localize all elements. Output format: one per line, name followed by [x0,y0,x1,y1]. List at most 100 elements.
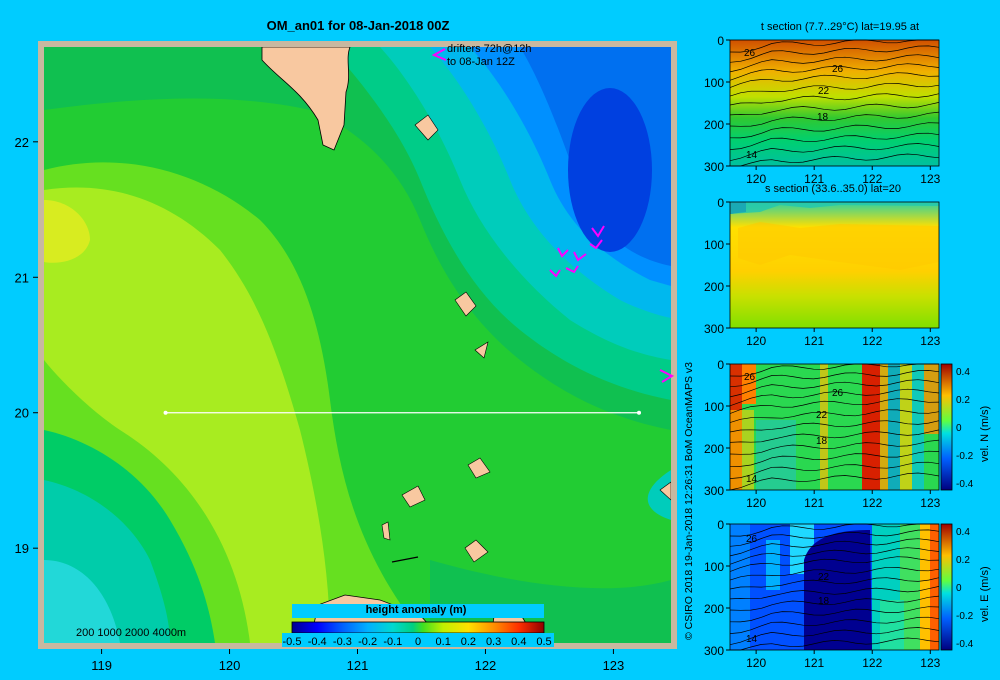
east-velocity-colorbar-label: vel. E (m/s) [979,566,991,622]
section-panel-tick-labels: 120 121 122 123 0 100 200 300 120 121 122 123 0 100 20… [704,34,974,670]
panel-y-tick-label: 300 [704,322,724,336]
velocity-colorbar-tick-label: 0.4 [956,367,970,378]
island [467,457,491,479]
panel-x-tick-label: 120 [746,334,766,348]
colorbar-title-backdrop [292,604,544,618]
contour-label-18: 18 [817,112,829,123]
contour-label-14: 14 [746,474,758,485]
latitude-tick-labels: 22 21 20 19 [15,135,38,556]
contour-label-22: 22 [818,572,830,583]
velocity-colorbar-tick-label: 0.2 [956,395,970,406]
lon-tick-label: 120 [219,658,241,673]
lat-tick-label: 20 [15,406,29,421]
isotherm-contour [729,529,940,547]
colorbar-tick-labels: -0.5 -0.4 -0.3 -0.2 -0.1 0 0.1 0.2 0.3 0.4 0.5 [283,636,552,648]
lat-tick-label: 19 [15,541,29,556]
lat-tick-label: 22 [15,135,29,150]
isotherm-contour [729,472,940,491]
depth-key: 200 1000 2000 4000m [76,627,186,639]
isotherm-contour [729,72,940,88]
isotherm-contour [729,595,940,611]
lon-tick-label: 121 [347,658,369,673]
longitude-tick-labels: 119 120 121 122 123 [91,649,624,673]
panel-x-tick-label: 120 [746,656,766,670]
colorbar-tick-label: 0.3 [486,636,501,648]
colorbar-tick-label: 0 [415,636,421,648]
isotherm-contour [729,547,940,565]
isotherm-contour [729,409,940,423]
isotherm-contour [729,45,940,63]
drifter-note-line1: drifters 72h@12h [447,43,532,55]
panel-x-tick-label: 122 [862,334,882,348]
island [464,539,489,563]
isotherm-contour [729,54,940,73]
contour-label-14: 14 [746,150,758,161]
east-velocity-section-panel: 26 22 18 14 [729,523,940,651]
north-velocity-colorbar-label: vel. N (m/s) [979,406,991,462]
taiwan-land [261,47,351,151]
isotherm-contour [729,39,939,53]
isotherm-contour [729,122,940,139]
salinity-section-panel: s section (33.6..35.0) lat=20 [729,183,940,329]
map-title: OM_an01 for 08-Jan-2018 00Z [267,18,450,33]
isotherm-contour [729,111,940,127]
colorbar-ticks-backdrop [282,633,554,647]
drifter-track [591,225,605,238]
temperature-section-panel: t section (7.7..29°C) lat=19.95 at 26 26… [729,21,940,167]
panel-x-tick-label: 121 [804,334,824,348]
panel-y-tick-label: 0 [717,196,724,210]
isotherm-contour [729,606,940,623]
panel-y-tick-label: 0 [717,34,724,48]
contour-label-18: 18 [818,596,830,607]
panel-x-tick-label: 123 [920,496,940,510]
panel-y-tick-label: 200 [704,118,724,132]
isotherm-contour [729,439,940,455]
isotherm-contour [729,429,940,443]
drifter-tracks [431,48,675,383]
contour-label-26: 26 [832,388,844,399]
contour-label-26: 26 [746,534,758,545]
island [414,114,439,141]
isotherm-contour [729,566,940,581]
temperature-section-title: t section (7.7..29°C) lat=19.95 at [761,21,919,33]
panel-x-tick-label: 121 [804,172,824,186]
colorbar-tick-label: -0.1 [383,636,402,648]
isotherm-contour [729,363,939,377]
velocity-colorbar-tick-label: 0 [956,583,962,594]
drifter-track [573,251,587,262]
panel-y-tick-label: 200 [704,602,724,616]
panel-y-tick-label: 0 [717,358,724,372]
isotherm-contour [729,370,940,388]
panel-x-tick-label: 120 [746,496,766,510]
isotherm-contour [729,538,940,557]
panel-x-tick-label: 122 [862,172,882,186]
velocity-colorbar-tick-label: -0.4 [956,639,974,650]
lon-tick-label: 122 [475,658,497,673]
contour-label-26: 26 [832,64,844,75]
isotherm-contour [729,461,940,479]
lon-tick-label: 123 [603,658,625,673]
isotherm-contour [729,102,940,116]
east-velocity-colorbar [940,523,953,651]
panel-y-tick-label: 300 [704,160,724,174]
drifter-track [659,369,675,383]
drifter-track [565,265,579,274]
velocity-colorbar-tick-label: -0.4 [956,479,974,490]
panel-y-tick-label: 100 [704,560,724,574]
isotherm-contour [729,450,940,467]
contour-label-22: 22 [816,410,828,421]
section-endpoint [163,410,168,415]
isotherm-contour [729,577,940,590]
isotherm-contour [729,420,940,433]
panel-x-tick-label: 123 [920,334,940,348]
isotherm-contour [729,143,940,162]
drifter-track [557,247,569,258]
isotherm-contour [729,523,939,537]
panel-y-tick-label: 200 [704,442,724,456]
isotherm-contour [729,388,940,407]
panel-x-tick-label: 123 [920,172,940,186]
contour-label-22: 22 [818,86,830,97]
section-endpoint [637,410,642,415]
velocity-colorbar-tick-label: -0.2 [956,451,974,462]
